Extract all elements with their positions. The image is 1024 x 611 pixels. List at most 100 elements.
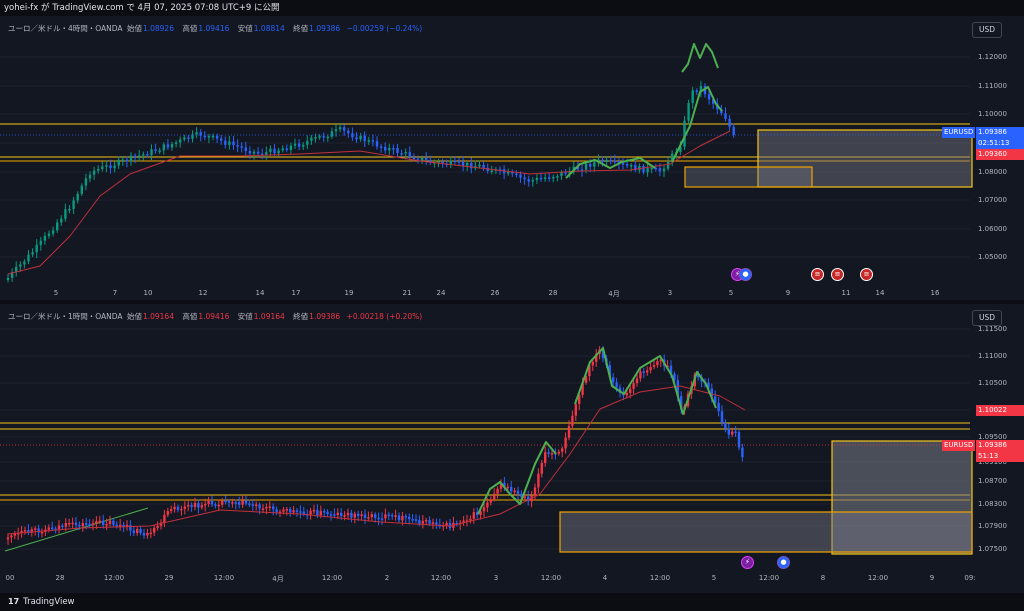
chart-panel-4h[interactable]: ユーロ／米ドル・4時間・OANDA 始値1.08926 高値1.09416 安値… — [0, 16, 1024, 300]
candle — [122, 524, 125, 527]
us-flag-event-icon[interactable]: ≡ — [860, 268, 873, 281]
pattern-path — [574, 347, 717, 415]
candle — [635, 378, 639, 384]
candle — [240, 146, 243, 148]
y-tick: 1.05000 — [978, 253, 1007, 261]
us-flag-event-icon[interactable]: ≡ — [811, 268, 824, 281]
currency-button[interactable]: USD — [972, 310, 1002, 326]
candle — [95, 520, 98, 524]
currency-button[interactable]: USD — [972, 22, 1002, 38]
eu-flag-event-icon[interactable]: ● — [777, 556, 790, 569]
price-axis-1h[interactable]: 1.11500 1.11000 1.10500 1.09500 1.09100 … — [970, 304, 1024, 593]
candle — [289, 509, 292, 513]
x-tick: 4月 — [608, 290, 620, 298]
price-chart-4h[interactable] — [0, 16, 1024, 300]
symbol-title: ユーロ／米ドル・1時間・OANDA — [8, 312, 123, 321]
candle — [520, 493, 523, 497]
x-tick: 29 — [164, 574, 174, 582]
brand-label[interactable]: TradingView — [23, 597, 75, 607]
candle — [282, 509, 285, 512]
candle — [461, 161, 465, 166]
candle — [617, 160, 621, 164]
candle — [470, 162, 473, 169]
x-tick: 12:00 — [321, 574, 343, 582]
y-tick: 1.11000 — [978, 82, 1007, 90]
candle — [210, 500, 214, 505]
candle — [687, 103, 690, 121]
y-tick: 1.09100 — [978, 458, 1007, 466]
x-tick: 8 — [820, 574, 826, 582]
x-tick: 00 — [5, 574, 15, 582]
tradingview-logo-icon[interactable]: 17 — [8, 597, 20, 606]
candle — [516, 490, 520, 494]
candle — [615, 382, 618, 388]
candle — [297, 143, 301, 147]
eu-flag-event-icon[interactable]: ● — [739, 268, 752, 281]
candle — [515, 173, 518, 176]
candle — [343, 127, 346, 131]
candle — [199, 132, 202, 136]
candle — [507, 171, 510, 174]
candle — [80, 185, 83, 194]
candle — [312, 509, 316, 512]
chart-panel-1h[interactable]: ユーロ／米ドル・1時間・OANDA 始値1.09164 高値1.09416 安値… — [0, 304, 1024, 593]
price-chart-1h[interactable] — [0, 304, 1024, 593]
candle — [203, 135, 206, 138]
candle — [35, 244, 38, 253]
price-axis-4h[interactable]: 1.12000 1.11000 1.10000 1.08000 1.07000 … — [970, 16, 1024, 300]
candle — [139, 529, 142, 534]
candle — [431, 522, 435, 524]
candle — [523, 177, 526, 180]
candle — [397, 515, 401, 521]
candle — [601, 349, 605, 359]
candle — [23, 530, 27, 532]
level-price-tag: 1.09360 — [976, 149, 1024, 160]
candle — [265, 506, 268, 509]
candle — [156, 525, 159, 528]
candle — [170, 509, 173, 512]
candle — [564, 172, 567, 174]
candle — [150, 149, 153, 156]
pattern-path — [477, 441, 557, 515]
candle — [673, 373, 676, 381]
candle — [548, 177, 551, 179]
candle — [68, 208, 71, 211]
y-tick: 1.08700 — [978, 477, 1007, 485]
candle — [204, 504, 207, 506]
lightning-event-icon[interactable]: ⚡ — [741, 556, 754, 569]
candle — [425, 157, 428, 160]
candle — [19, 264, 22, 267]
x-tick: 11 — [841, 289, 851, 297]
y-tick: 1.11500 — [978, 325, 1007, 333]
symbol-header-4h: ユーロ／米ドル・4時間・OANDA 始値1.08926 高値1.09416 安値… — [8, 24, 423, 33]
candle — [302, 144, 305, 147]
candle — [158, 150, 161, 152]
candle — [200, 505, 203, 508]
candle — [418, 520, 421, 524]
candle — [346, 512, 350, 516]
candle — [162, 144, 165, 151]
candle — [496, 488, 499, 494]
candle — [618, 387, 622, 393]
candle — [334, 129, 338, 132]
candle — [377, 517, 380, 520]
us-flag-event-icon[interactable]: ≡ — [831, 268, 844, 281]
candle — [499, 482, 503, 489]
candle — [78, 524, 81, 527]
candle — [117, 159, 120, 166]
candle — [571, 415, 574, 426]
candle — [540, 462, 543, 474]
candle — [666, 365, 669, 368]
candle — [105, 523, 108, 526]
x-tick: 9 — [929, 574, 935, 582]
candle — [51, 527, 54, 530]
countdown-tag: 51:13 — [976, 451, 1024, 462]
candle — [465, 520, 469, 522]
candle — [531, 180, 534, 182]
candle — [712, 99, 715, 104]
candle — [10, 535, 13, 538]
pattern-path — [671, 86, 723, 163]
candle — [435, 522, 438, 525]
candle — [671, 153, 674, 162]
candle — [543, 177, 547, 179]
